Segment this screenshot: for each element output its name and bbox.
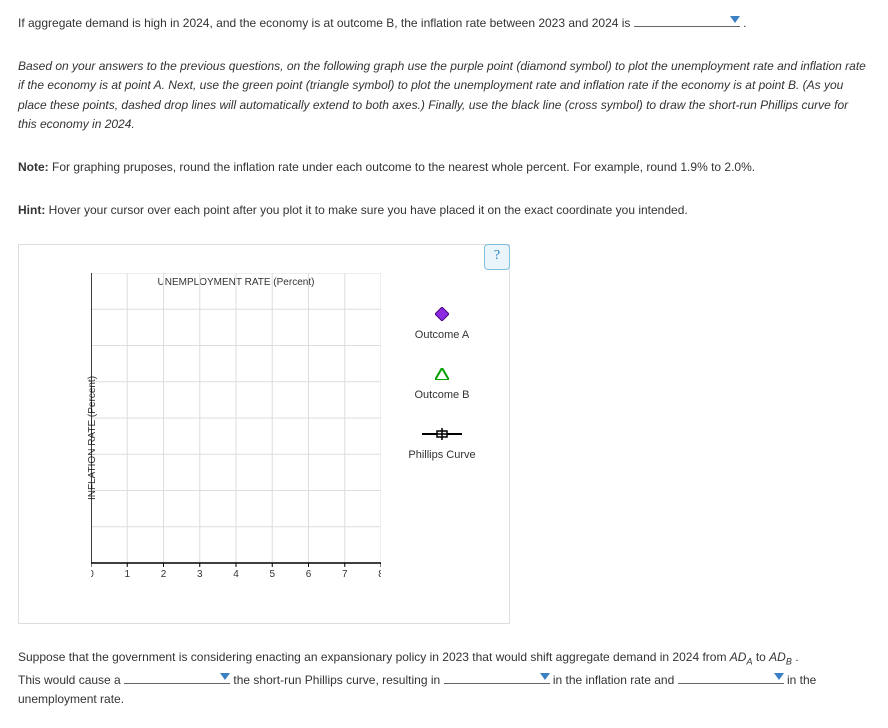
intro-pre: If aggregate demand is high in 2024, and…: [18, 16, 634, 30]
closing-paragraph: Suppose that the government is consideri…: [18, 648, 870, 709]
graph-panel: ? INFLATION RATE (Percent) 0011223344556…: [18, 244, 510, 624]
svg-text:7: 7: [342, 569, 348, 580]
svg-text:2: 2: [161, 569, 167, 580]
triangle-icon: [397, 367, 487, 381]
legend-outcome-b[interactable]: Outcome B: [397, 367, 487, 405]
unemployment-change-dropdown[interactable]: [678, 669, 784, 684]
help-button[interactable]: ?: [484, 244, 510, 270]
chart-svg[interactable]: 001122334455667788: [91, 273, 381, 583]
legend-b-label: Outcome B: [397, 387, 487, 405]
inflation-change-dropdown[interactable]: [444, 669, 550, 684]
closing-2a: This would cause a: [18, 673, 124, 687]
help-icon: ?: [494, 248, 500, 263]
legend-phillips[interactable]: Phillips Curve: [397, 427, 487, 465]
svg-text:3: 3: [197, 569, 203, 580]
caret-down-icon: [774, 673, 784, 681]
svg-text:6: 6: [306, 569, 312, 580]
closing-1post: .: [795, 650, 798, 664]
ad-a: ADA: [730, 650, 753, 664]
closing-1: Suppose that the government is consideri…: [18, 650, 730, 664]
intro-sentence: If aggregate demand is high in 2024, and…: [18, 12, 870, 33]
svg-text:4: 4: [233, 569, 239, 580]
note-label: Note:: [18, 160, 49, 174]
chart-plot[interactable]: 001122334455667788: [91, 273, 381, 563]
legend-a-label: Outcome A: [397, 327, 487, 345]
svg-text:5: 5: [269, 569, 275, 580]
movement-dropdown[interactable]: [124, 669, 230, 684]
chart-area[interactable]: INFLATION RATE (Percent) 001122334455667…: [69, 273, 399, 603]
svg-text:1: 1: [124, 569, 130, 580]
closing-to: to: [756, 650, 769, 664]
caret-down-icon: [540, 673, 550, 681]
closing-2b: the short-run Phillips curve, resulting …: [233, 673, 443, 687]
caret-down-icon: [730, 16, 740, 24]
note-text: For graphing pruposes, round the inflati…: [49, 160, 755, 174]
hint-label: Hint:: [18, 203, 45, 217]
closing-2c: in the inflation rate and: [553, 673, 678, 687]
legend-pc-label: Phillips Curve: [397, 447, 487, 465]
hint-text: Hover your cursor over each point after …: [45, 203, 687, 217]
cross-line-icon: [397, 427, 487, 441]
inflation-dropdown[interactable]: [634, 12, 740, 27]
caret-down-icon: [220, 673, 230, 681]
legend-outcome-a[interactable]: Outcome A: [397, 307, 487, 345]
ad-b: ADB: [769, 650, 792, 664]
diamond-icon: [397, 307, 487, 321]
intro-post: .: [743, 16, 746, 30]
hint-line: Hint: Hover your cursor over each point …: [18, 201, 870, 220]
graph-instructions: Based on your answers to the previous qu…: [18, 57, 870, 134]
note-line: Note: For graphing pruposes, round the i…: [18, 158, 870, 177]
svg-text:0: 0: [91, 569, 94, 580]
svg-text:8: 8: [378, 569, 381, 580]
legend: Outcome A Outcome B Phillips Curve: [397, 307, 487, 486]
